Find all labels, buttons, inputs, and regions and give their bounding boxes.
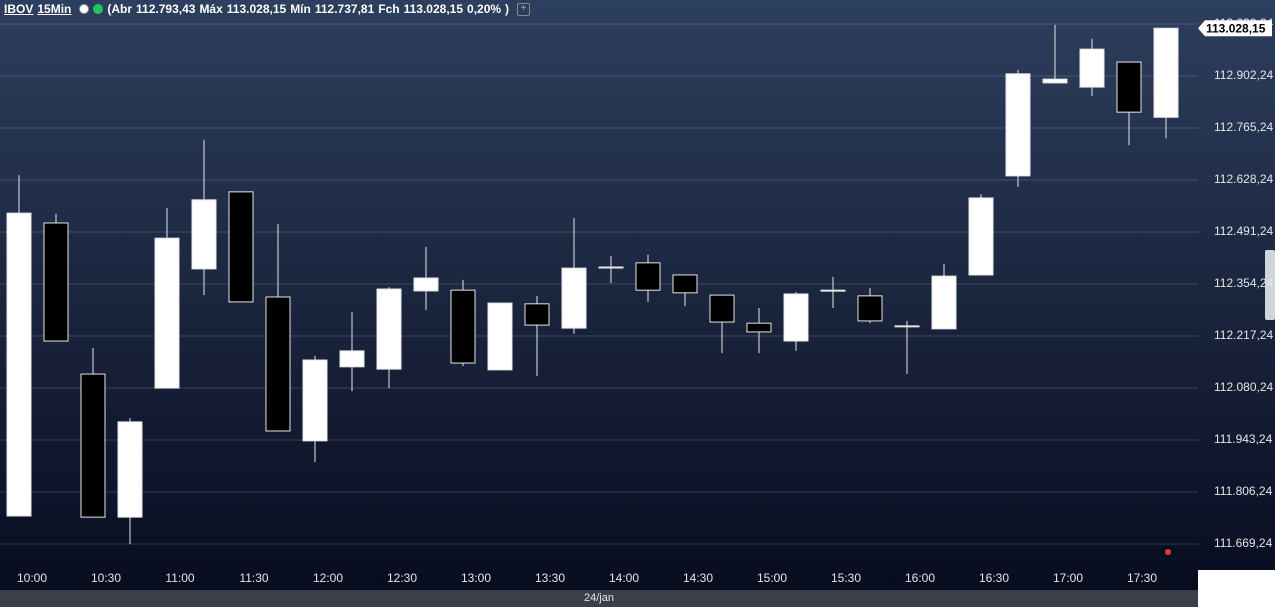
x-tick-label: 11:30 xyxy=(239,571,268,585)
symbol[interactable]: IBOV xyxy=(4,2,34,16)
candle-body xyxy=(820,289,846,292)
status-icon xyxy=(93,4,104,14)
x-tick-label: 10:00 xyxy=(17,571,47,585)
y-tick-label: 112.491,24 xyxy=(1214,224,1273,238)
y-tick-label: 111.943,24 xyxy=(1214,432,1273,446)
candle-body xyxy=(857,295,883,322)
x-tick-label: 14:30 xyxy=(683,571,713,585)
x-tick-label: 17:30 xyxy=(1127,571,1157,585)
high-label: Máx xyxy=(199,2,223,16)
x-tick-label: 12:30 xyxy=(387,571,417,585)
candle-body xyxy=(783,293,809,342)
candle-body xyxy=(302,359,328,442)
background xyxy=(0,0,1275,590)
x-tick-label: 16:00 xyxy=(905,571,935,585)
y-tick-label: 112.080,24 xyxy=(1214,380,1273,394)
price-tag xyxy=(1198,20,1272,37)
candle-body xyxy=(709,294,735,323)
x-tick-label: 15:00 xyxy=(757,571,787,585)
status-dot xyxy=(1165,549,1171,555)
candle-body xyxy=(154,237,180,389)
candle-body xyxy=(6,212,32,517)
candle-body xyxy=(487,302,513,371)
low-value: 112.737,81 xyxy=(314,2,375,16)
candle-body xyxy=(413,277,439,292)
candle-body xyxy=(1116,61,1142,113)
candle-body xyxy=(1042,78,1068,84)
y-tick-label: 112.217,24 xyxy=(1214,328,1273,342)
x-tick-label: 12:00 xyxy=(313,571,343,585)
candle-body xyxy=(635,262,661,291)
candle-body xyxy=(80,373,106,518)
date-label: 24/jan xyxy=(584,592,614,604)
x-tick-label: 17:00 xyxy=(1053,571,1083,585)
candle-body xyxy=(524,303,550,326)
y-tick-label: 111.806,24 xyxy=(1214,484,1273,498)
x-tick-label: 15:30 xyxy=(831,571,861,585)
candle-body xyxy=(191,199,217,270)
x-tick-label: 13:00 xyxy=(461,571,491,585)
last-price-label: 113.028,15 xyxy=(1206,21,1266,35)
candle-body xyxy=(1153,27,1179,118)
candle-body xyxy=(672,274,698,294)
scroll-handle[interactable] xyxy=(1265,250,1275,320)
interval[interactable]: 15Min xyxy=(37,2,72,16)
candle-body xyxy=(339,350,365,368)
add-button[interactable]: + xyxy=(517,2,531,16)
date-bar xyxy=(0,590,1198,607)
candle-body xyxy=(1005,73,1031,177)
candle-body xyxy=(450,289,476,364)
open-value: 112.793,43 xyxy=(136,2,196,16)
close-value: 113.028,15 xyxy=(403,2,464,16)
high-value: 113.028,15 xyxy=(226,2,287,16)
candle-body xyxy=(43,222,69,342)
y-tick-label: 112.628,24 xyxy=(1214,172,1273,186)
close-label: Fch xyxy=(378,2,400,16)
x-tick-label: 16:30 xyxy=(979,571,1009,585)
low-label: Mín xyxy=(290,2,311,16)
y-tick-label: 111.669,24 xyxy=(1214,536,1273,550)
corner-box xyxy=(1198,570,1275,607)
change: 0,20% xyxy=(467,2,502,16)
candle-body xyxy=(117,421,143,518)
candle-body xyxy=(228,191,254,303)
candle-body xyxy=(746,322,772,333)
header-end: ) xyxy=(505,2,510,16)
x-tick-label: 14:00 xyxy=(609,571,639,585)
x-tick-label: 11:00 xyxy=(165,571,194,585)
x-tick-label: 10:30 xyxy=(91,571,121,585)
candle-body xyxy=(265,296,291,432)
candle-body xyxy=(894,325,920,328)
candle-body xyxy=(931,275,957,330)
y-tick-label: 112.765,24 xyxy=(1214,120,1273,134)
y-tick-label: 112.902,24 xyxy=(1214,68,1273,82)
candle-body xyxy=(968,197,994,276)
candle-body xyxy=(561,267,587,329)
candle-body xyxy=(598,266,624,269)
remove-icon[interactable] xyxy=(79,4,90,14)
open-label: (Abr xyxy=(107,2,133,16)
x-tick-label: 13:30 xyxy=(535,571,565,585)
header: IBOV 15Min (Abr 112.793,43 Máx 113.028,1… xyxy=(4,2,531,16)
candle-body xyxy=(1079,48,1105,88)
candle-body xyxy=(376,288,402,370)
y-tick-label: 112.354,24 xyxy=(1214,276,1273,290)
